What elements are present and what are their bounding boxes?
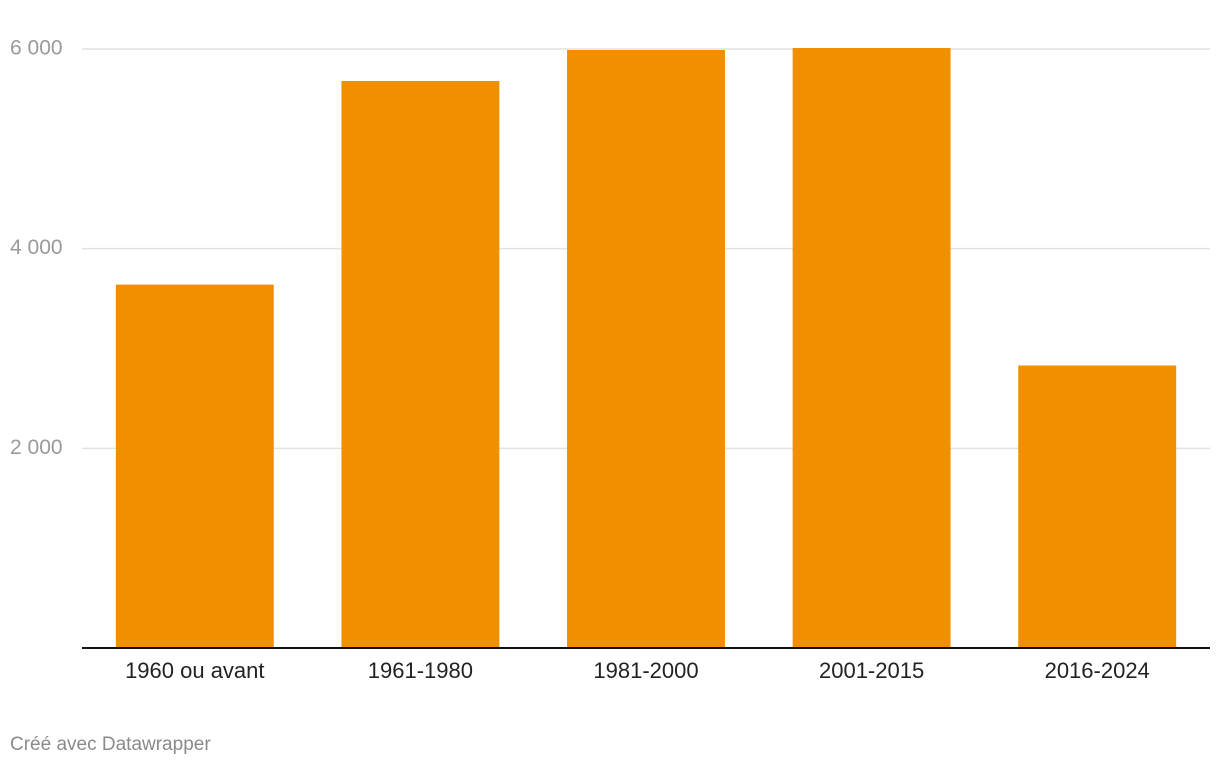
- x-tick-label: 2001-2015: [819, 658, 924, 683]
- x-tick-label: 1961-1980: [368, 658, 473, 683]
- bar: [1018, 365, 1177, 648]
- y-tick-label: 4 000: [10, 236, 63, 259]
- bar: [341, 80, 500, 649]
- y-tick-label: 6 000: [10, 37, 63, 60]
- bar: [567, 49, 725, 648]
- y-tick-label: 2 000: [10, 436, 63, 459]
- x-tick-label: 1960 ou avant: [125, 658, 264, 683]
- footer: Créé avec Datawrapper: [10, 734, 211, 755]
- bar: [792, 48, 951, 649]
- x-tick-label: 2016-2024: [1045, 658, 1150, 683]
- x-tick-label: 1981-2000: [593, 658, 698, 683]
- bar: [115, 284, 274, 648]
